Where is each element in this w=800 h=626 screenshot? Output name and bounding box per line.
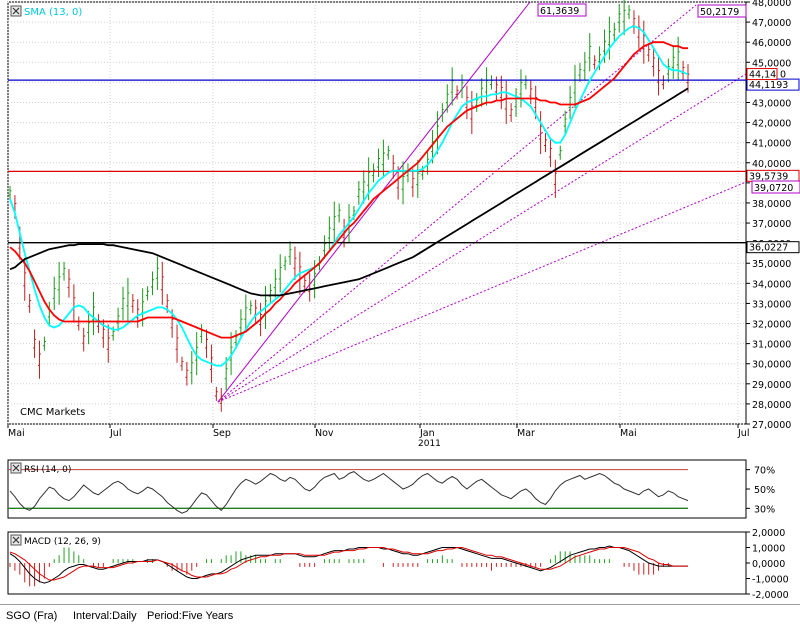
main-plot-area: [7, 1, 747, 425]
rsi-series: [9, 471, 689, 514]
macd-signal-line: [9, 547, 688, 581]
y-tick-label: 30,0000: [752, 360, 791, 371]
macd-y-tick-label: 0,0000: [752, 559, 785, 570]
fan-label-box: [697, 4, 747, 18]
black-level-tag: [746, 241, 800, 254]
period-label: Period:Five Years: [147, 610, 234, 622]
fan-line: [217, 73, 747, 403]
stock-chart: 48,000047,000046,000045,000044,000043,00…: [7, 0, 800, 601]
main-x-axis: Mai Jul Sep Nov Jan Mar Mai Jul: [7, 424, 749, 439]
y-tick-label: 40,0000: [752, 159, 791, 170]
y-tick-label: 38,0000: [752, 199, 791, 210]
y-tick-label: 46,0000: [752, 38, 791, 49]
y-tick-label: 29,0000: [752, 380, 791, 391]
watermark: CMC Markets: [20, 407, 85, 418]
y-tick-label: 31,0000: [752, 340, 791, 351]
blue-level-tag-label: 44,1193: [749, 80, 788, 91]
price-bars: [8, 0, 690, 412]
year-label: 2011: [418, 439, 441, 449]
fan-line: [217, 1, 531, 403]
close-macd-icon-cross: [12, 536, 20, 544]
y-tick-label: 37,0000: [752, 219, 791, 230]
fan-label-box: [537, 3, 587, 17]
price-tags: 44,1193 39,5739 36,0227 44,14 0 61,3639 50,217…: [537, 3, 800, 254]
rsi-y-axis: 70% 50% 30%: [746, 466, 775, 515]
x-tick-label: Jul: [109, 428, 121, 439]
fan-line: [217, 4, 697, 403]
last-price-label: 44,14: [749, 70, 776, 81]
y-tick-label: 32,0000: [752, 320, 791, 331]
fan-label: 39,0720: [754, 183, 793, 194]
fan-lines: [217, 1, 747, 403]
sma-indicator-label[interactable]: SMA (13, 0): [24, 7, 82, 18]
y-tick-label: 41,0000: [752, 139, 791, 150]
close-rsi-icon-cross: [12, 464, 20, 472]
x-tick-label: Nov: [315, 428, 334, 439]
rsi-y-tick-label: 70%: [754, 466, 775, 477]
macd-y-tick-label: 1,0000: [752, 544, 785, 555]
sma-50-line: [9, 41, 688, 339]
rsi-y-tick-label: 30%: [754, 504, 775, 515]
fan-label: 61,3639: [540, 6, 579, 17]
black-level-tag-label: 36,0227: [749, 243, 788, 254]
close-panel-icon-cross: [12, 7, 20, 15]
y-tick-label: 27,0000: [752, 420, 791, 431]
macd-series: [9, 545, 688, 584]
y-tick-label: 48,0000: [752, 0, 791, 9]
x-tick-label: Mar: [517, 428, 535, 439]
macd-y-tick-label: 2,0000: [752, 528, 785, 539]
x-tick-label: Mai: [620, 428, 637, 439]
macd-y-tick-label: -2,0000: [752, 590, 789, 601]
y-tick-label: 47,0000: [752, 18, 791, 29]
y-tick-label: 35,0000: [752, 259, 791, 270]
red-level-tag-label: 39,5739: [749, 171, 788, 182]
y-tick-label: 45,0000: [752, 58, 791, 69]
y-tick-label: 43,0000: [752, 98, 791, 109]
last-price-suffix: 0: [780, 70, 786, 81]
x-tick-label: Jul: [737, 428, 749, 439]
rsi-plot-area: [7, 459, 747, 519]
last-price-tag: [746, 68, 778, 81]
status-footer: SGO (Fra) Interval:Daily Period:Five Yea…: [0, 604, 800, 626]
macd-y-tick-label: -1,0000: [752, 575, 789, 586]
sma-200-line: [9, 87, 689, 297]
symbol-label: SGO (Fra): [6, 610, 58, 622]
interval-label: Interval:Daily: [73, 610, 137, 622]
fan-label-box: [751, 180, 800, 194]
x-tick-label: Jan: [419, 428, 435, 439]
macd-label[interactable]: MACD (12, 26, 9): [24, 537, 101, 547]
rsi-y-tick-label: 50%: [754, 485, 775, 496]
main-y-axis: 48,000047,000046,000045,000044,000043,00…: [746, 0, 791, 431]
macd-y-axis: 2,0000 1,0000 0,0000 -1,0000 -2,0000: [746, 528, 789, 601]
rsi-line: [9, 471, 689, 514]
y-tick-label: 42,0000: [752, 119, 791, 130]
y-tick-label: 28,0000: [752, 400, 791, 411]
rsi-gridlines: [8, 469, 688, 509]
horizontal-levels: [8, 79, 746, 244]
x-tick-label: Mai: [8, 428, 25, 439]
y-tick-label: 33,0000: [752, 299, 791, 310]
fan-line: [217, 181, 747, 403]
macd-line: [9, 545, 688, 584]
x-tick-label: Sep: [213, 428, 231, 439]
moving-averages: [9, 25, 689, 367]
rsi-label[interactable]: RSI (14, 0): [24, 465, 71, 475]
fan-label: 50,2179: [700, 7, 739, 18]
sma-13-line: [9, 25, 689, 367]
macd-plot-area: [7, 531, 747, 595]
y-tick-label: 34,0000: [752, 279, 791, 290]
